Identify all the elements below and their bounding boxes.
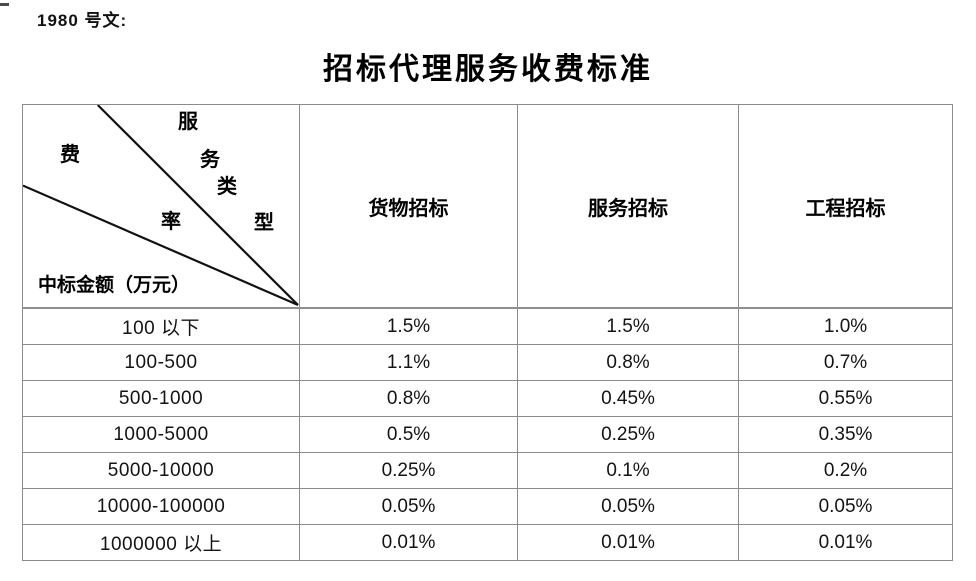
- page-title: 招标代理服务收费标准: [323, 53, 653, 86]
- rate-cell-services: 0.01%: [517, 524, 739, 561]
- amount-range-cell: 5000-10000: [22, 452, 300, 489]
- rate-cell-works: 0.35%: [738, 416, 953, 453]
- rate-cell-services: 1.5%: [517, 307, 739, 345]
- amount-range-cell: 100-500: [22, 344, 300, 381]
- column-header-goods: 货物招标: [299, 104, 518, 309]
- amount-range-cell: 100 以下: [22, 307, 300, 345]
- rate-cell-works: 0.55%: [738, 380, 953, 417]
- rate-cell-goods: 0.05%: [299, 488, 518, 525]
- column-header-works: 工程招标: [738, 104, 953, 309]
- rate-cell-goods: 0.5%: [299, 416, 518, 453]
- rate-cell-services: 0.45%: [517, 380, 739, 417]
- corner-label-char: 率: [161, 211, 181, 233]
- doc-ref: 1980 号文:: [37, 11, 128, 30]
- corner-label-char: 务: [200, 149, 220, 171]
- rate-cell-works: 0.2%: [738, 452, 953, 489]
- corner-label-char: 类: [217, 176, 237, 198]
- amount-range-cell: 500-1000: [22, 380, 300, 417]
- rate-cell-services: 0.05%: [517, 488, 739, 525]
- table-row: 1000-5000 0.5% 0.25% 0.35%: [22, 416, 953, 453]
- corner-label-char: 服: [178, 111, 198, 133]
- table-row: 500-1000 0.8% 0.45% 0.55%: [22, 380, 953, 417]
- header-row: 服 费 务 类 率 型 中标金额（万元） 货物招标 服务招标 工程招标: [22, 104, 953, 309]
- amount-range-cell: 1000000 以上: [22, 524, 300, 561]
- rate-cell-services: 0.25%: [517, 416, 739, 453]
- table-row: 100-500 1.1% 0.8% 0.7%: [22, 344, 953, 381]
- table-row: 100 以下 1.5% 1.5% 1.0%: [22, 307, 953, 345]
- diagonal-lines-icon: [23, 105, 299, 307]
- table-row: 1000000 以上 0.01% 0.01% 0.01%: [22, 524, 953, 561]
- column-header-services: 服务招标: [517, 104, 739, 309]
- amount-range-cell: 10000-100000: [22, 488, 300, 525]
- rate-cell-goods: 1.1%: [299, 344, 518, 381]
- table-corner-cell: 服 费 务 类 率 型 中标金额（万元）: [22, 104, 300, 309]
- amount-range-cell: 1000-5000: [22, 416, 300, 453]
- fee-table: 服 费 务 类 率 型 中标金额（万元） 货物招标 服务招标 工程招标 100 …: [22, 104, 953, 561]
- corner-label-char: 型: [254, 212, 274, 234]
- rate-cell-goods: 0.25%: [299, 452, 518, 489]
- rate-cell-works: 1.0%: [738, 307, 953, 345]
- rate-cell-services: 0.1%: [517, 452, 739, 489]
- rate-cell-goods: 1.5%: [299, 307, 518, 345]
- rate-cell-works: 0.01%: [738, 524, 953, 561]
- rate-cell-services: 0.8%: [517, 344, 739, 381]
- row-axis-label: 中标金额（万元）: [38, 275, 191, 296]
- corner-label-char: 费: [60, 144, 80, 166]
- rate-cell-works: 0.7%: [738, 344, 953, 381]
- rate-cell-goods: 0.01%: [299, 524, 518, 561]
- scan-artifact: [0, 3, 9, 6]
- rate-cell-goods: 0.8%: [299, 380, 518, 417]
- table-row: 5000-10000 0.25% 0.1% 0.2%: [22, 452, 953, 489]
- table-row: 10000-100000 0.05% 0.05% 0.05%: [22, 488, 953, 525]
- rate-cell-works: 0.05%: [738, 488, 953, 525]
